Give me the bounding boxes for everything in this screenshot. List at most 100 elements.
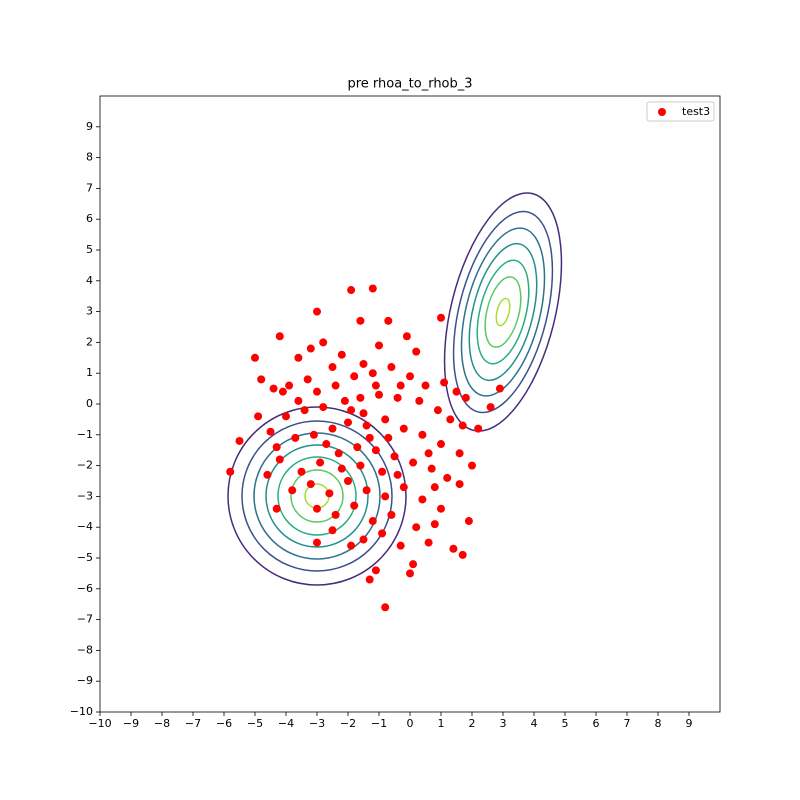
point xyxy=(421,381,430,390)
x-tick-label: 8 xyxy=(655,717,662,730)
point xyxy=(365,575,374,584)
point xyxy=(458,421,467,430)
point xyxy=(350,501,359,510)
x-tick-label: −10 xyxy=(88,717,111,730)
contour xyxy=(241,420,393,572)
y-tick-label: −1 xyxy=(77,428,93,441)
y-tick-label: −6 xyxy=(77,582,93,595)
point xyxy=(306,480,315,489)
point xyxy=(371,381,380,390)
point xyxy=(418,495,427,504)
point xyxy=(272,443,281,452)
point xyxy=(356,393,365,402)
y-tick-label: −8 xyxy=(77,643,93,656)
y-tick-label: 8 xyxy=(86,151,93,164)
contour xyxy=(468,242,538,382)
x-tick-label: −8 xyxy=(154,717,170,730)
point xyxy=(495,384,504,393)
x-tick-label: −3 xyxy=(309,717,325,730)
point xyxy=(313,504,321,513)
point xyxy=(452,387,461,396)
legend-label: test3 xyxy=(682,105,710,118)
point xyxy=(437,313,445,322)
point xyxy=(399,483,408,492)
point xyxy=(362,421,371,430)
point xyxy=(368,517,377,526)
point xyxy=(371,446,380,455)
point xyxy=(371,566,380,575)
y-tick-label: −9 xyxy=(77,674,93,687)
point xyxy=(275,455,284,464)
x-tick-label: 4 xyxy=(531,717,538,730)
contours-b xyxy=(443,192,563,432)
point xyxy=(278,387,287,396)
contour xyxy=(452,210,554,414)
contour xyxy=(484,276,522,348)
point xyxy=(433,406,442,415)
point xyxy=(328,526,337,535)
point xyxy=(306,344,315,353)
point xyxy=(331,381,340,390)
chart-title: pre rhoa_to_rhob_3 xyxy=(347,77,472,92)
point xyxy=(226,467,235,476)
x-tick-label: 9 xyxy=(686,717,693,730)
y-tick-label: 1 xyxy=(86,366,93,379)
point xyxy=(399,424,408,433)
point xyxy=(393,393,402,402)
x-tick-label: 6 xyxy=(593,717,600,730)
point xyxy=(449,544,458,553)
point xyxy=(263,470,272,479)
x-tick-label: −5 xyxy=(247,717,263,730)
point xyxy=(356,316,365,325)
y-tick-label: −5 xyxy=(77,551,93,564)
point xyxy=(381,492,390,501)
x-tick-label: −1 xyxy=(371,717,387,730)
point xyxy=(350,372,359,381)
point xyxy=(235,436,244,445)
point xyxy=(328,363,337,372)
point xyxy=(334,449,343,458)
x-tick-label: 2 xyxy=(469,717,476,730)
point xyxy=(424,449,433,458)
point xyxy=(437,504,445,513)
point xyxy=(458,550,467,559)
contour xyxy=(265,444,369,548)
legend-marker xyxy=(658,108,666,116)
y-tick-label: 0 xyxy=(86,397,93,410)
y-tick-label: −3 xyxy=(77,489,93,502)
point xyxy=(285,381,294,390)
y-tick-label: 5 xyxy=(86,243,93,256)
point xyxy=(415,396,424,405)
point xyxy=(309,430,318,439)
point xyxy=(319,338,328,347)
point xyxy=(269,384,278,393)
point xyxy=(316,458,325,467)
point xyxy=(359,535,368,544)
y-tick-label: 6 xyxy=(86,212,93,225)
contours-a xyxy=(227,406,407,586)
point xyxy=(313,307,321,316)
point xyxy=(387,510,396,519)
point xyxy=(430,520,439,529)
point xyxy=(430,483,439,492)
point xyxy=(393,470,402,479)
point xyxy=(384,433,393,442)
y-tick-label: 9 xyxy=(86,120,93,133)
contour xyxy=(495,297,511,327)
point xyxy=(365,433,374,442)
point xyxy=(396,541,405,550)
point xyxy=(266,427,275,436)
point xyxy=(406,569,414,578)
contour xyxy=(460,227,546,397)
point xyxy=(340,396,349,405)
y-tick-label: −2 xyxy=(77,459,93,472)
point xyxy=(461,393,470,402)
point xyxy=(254,412,263,421)
point xyxy=(368,369,377,378)
x-tick-label: −4 xyxy=(278,717,294,730)
x-tick-label: −2 xyxy=(340,717,356,730)
point xyxy=(288,486,297,495)
point xyxy=(455,480,464,489)
